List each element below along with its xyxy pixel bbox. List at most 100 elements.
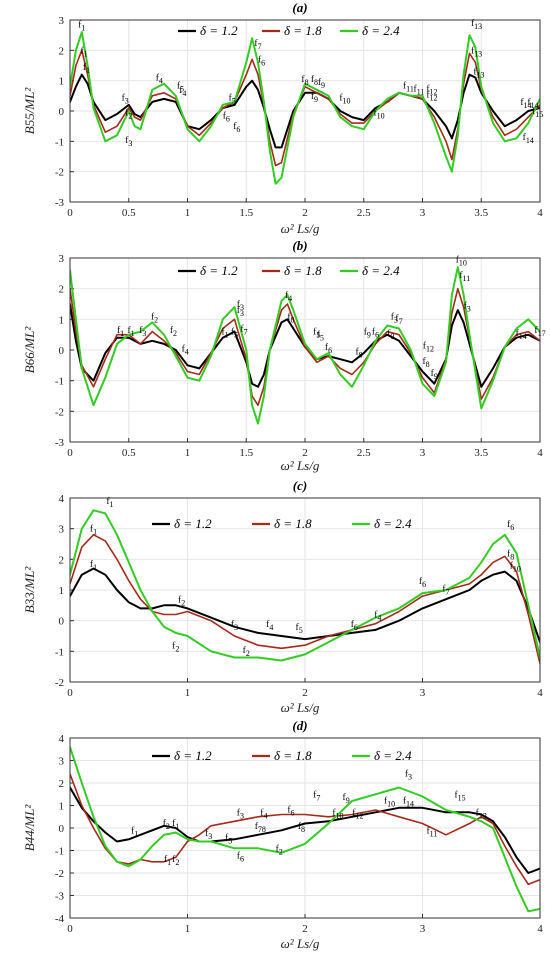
peak-label: f4: [266, 619, 273, 632]
x-tick-label: 1: [185, 687, 191, 699]
legend: δ = 1.2 δ = 1.8 δ = 2.4: [152, 748, 412, 763]
x-tick-label: 1: [185, 447, 191, 459]
peak-label: f10: [339, 92, 350, 105]
y-tick-label: 1: [59, 314, 65, 326]
x-axis-title: ω² Ls/g: [281, 221, 320, 236]
peak-label: f13: [471, 18, 482, 31]
peak-label: f17: [534, 325, 545, 338]
peak-label: f11: [403, 80, 414, 93]
peak-label: f9: [364, 327, 371, 340]
axes-frame: [69, 19, 541, 203]
peak-label: f6: [233, 121, 240, 134]
y-tick-label: -4: [55, 913, 65, 925]
x-tick-label: 1: [185, 207, 191, 219]
x-tick-label: 2.5: [357, 447, 371, 459]
peak-label: f10: [373, 108, 384, 121]
peak-label: f11: [426, 826, 437, 839]
peak-label: f4: [182, 344, 189, 357]
y-tick-label: 0: [59, 823, 65, 835]
x-tick-label: 0.5: [122, 447, 136, 459]
y-tick-label: -2: [55, 406, 64, 418]
peak-label: f14: [523, 132, 534, 145]
legend: δ = 1.2 δ = 1.8 δ = 2.4: [178, 263, 400, 278]
peak-label: f13: [471, 45, 482, 58]
axes-frame: [69, 497, 541, 683]
legend-label: δ = 1.2: [174, 516, 212, 531]
y-tick-label: -2: [55, 677, 64, 689]
x-tick-label: 4: [537, 207, 543, 219]
peak-label: f8: [287, 311, 294, 324]
peak-label: f12: [426, 83, 437, 96]
x-axis-title: ω² Ls/g: [281, 936, 320, 951]
peak-label: f9: [343, 792, 350, 805]
peak-label: f6: [258, 54, 265, 67]
peak-label: f2: [276, 844, 283, 857]
series-line-1: [70, 303, 540, 388]
legend-label: δ = 1.8: [274, 748, 312, 763]
peak-label: f13: [473, 67, 484, 80]
x-tick-label: 3: [420, 923, 426, 935]
peak-label: f5: [313, 327, 320, 340]
peak-label: f1: [222, 327, 229, 340]
peak-label: f3: [237, 299, 244, 312]
peak-label: f4: [374, 610, 381, 623]
peak-label: f3: [125, 135, 132, 148]
x-tick-label: 0: [67, 207, 73, 219]
peak-label: f8: [422, 356, 429, 369]
legend: δ = 1.2 δ = 1.8 δ = 2.4: [152, 516, 412, 531]
series-group: [70, 31, 540, 185]
y-axis-title: B44/ML²: [22, 804, 37, 852]
peak-label: f6: [223, 111, 230, 124]
peak-label: f6: [351, 619, 358, 632]
panel-title: (d): [292, 718, 307, 733]
y-tick-label: -1: [55, 376, 64, 388]
peak-label: f4: [179, 85, 186, 98]
x-tick-label: 0: [67, 923, 73, 935]
peak-label: f3: [231, 619, 238, 632]
x-tick-label: 0: [67, 447, 73, 459]
legend-label: δ = 2.4: [374, 748, 412, 763]
peak-label: f9: [318, 77, 325, 90]
peak-label: f1: [117, 325, 124, 338]
legend-label: δ = 1.8: [284, 263, 322, 278]
peak-label: f6: [237, 850, 244, 863]
peak-label: f2: [172, 640, 179, 653]
peak-label: f5: [225, 832, 232, 845]
y-tick-label: -3: [55, 197, 65, 209]
y-tick-label: -2: [55, 868, 64, 880]
peak-label: f1: [172, 818, 179, 831]
peak-label: f5: [317, 330, 324, 343]
x-axis-title: ω² Ls/g: [281, 458, 320, 473]
axes-frame: [69, 257, 541, 443]
peak-label: f2: [163, 818, 170, 831]
series-line-2: [70, 773, 540, 886]
peak-label: f8: [298, 821, 305, 834]
series-line-3: [70, 31, 540, 185]
x-tick-label: 2: [302, 447, 308, 459]
peak-label: f11: [459, 270, 470, 283]
peak-label: f7: [395, 313, 402, 326]
peak-label: f1: [131, 826, 138, 839]
peak-label: f1: [90, 524, 97, 537]
peak-label: f12: [423, 340, 434, 353]
peak-label: f10: [384, 795, 395, 808]
peak-label: f2: [172, 854, 179, 867]
peak-label: f3: [391, 311, 398, 324]
peak-label: f4: [156, 73, 163, 86]
peak-label: f6: [419, 576, 426, 589]
peak-label: f3: [237, 808, 244, 821]
peak-label: f1: [106, 496, 113, 509]
legend-label: δ = 2.4: [374, 516, 412, 531]
peak-label: f12: [426, 89, 437, 102]
peak-label: f5: [296, 622, 303, 635]
peak-label: f1: [83, 62, 90, 75]
series-line-3: [70, 266, 540, 425]
x-tick-label: 1.5: [239, 447, 253, 459]
peak-label: f14: [527, 97, 538, 110]
y-tick-label: 0: [59, 616, 65, 628]
y-tick-label: -2: [55, 167, 64, 179]
series-group: [70, 266, 540, 425]
y-tick-label: -3: [55, 891, 65, 903]
peak-label: f6: [507, 519, 514, 532]
